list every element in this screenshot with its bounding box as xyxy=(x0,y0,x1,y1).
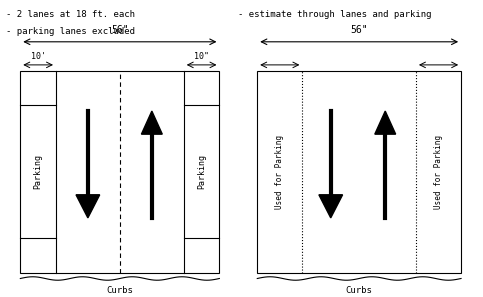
Polygon shape xyxy=(375,111,396,134)
Text: - parking lanes excluded: - parking lanes excluded xyxy=(6,27,135,36)
Text: 10': 10' xyxy=(30,52,45,61)
Text: Parking: Parking xyxy=(197,154,206,189)
Bar xyxy=(20,71,219,273)
Text: Used for Parking: Used for Parking xyxy=(275,135,284,209)
Polygon shape xyxy=(76,195,99,218)
Text: Curbs: Curbs xyxy=(106,286,133,295)
Polygon shape xyxy=(142,111,162,134)
Text: - 2 lanes at 18 ft. each: - 2 lanes at 18 ft. each xyxy=(6,10,135,19)
Bar xyxy=(257,71,461,273)
Text: - estimate through lanes and parking: - estimate through lanes and parking xyxy=(238,10,432,19)
Text: 56": 56" xyxy=(350,25,368,34)
Text: 56": 56" xyxy=(111,25,128,34)
Text: Parking: Parking xyxy=(34,154,43,189)
Polygon shape xyxy=(319,195,342,218)
Text: Curbs: Curbs xyxy=(346,286,372,295)
Text: 10": 10" xyxy=(194,52,209,61)
Text: Used for Parking: Used for Parking xyxy=(434,135,443,209)
